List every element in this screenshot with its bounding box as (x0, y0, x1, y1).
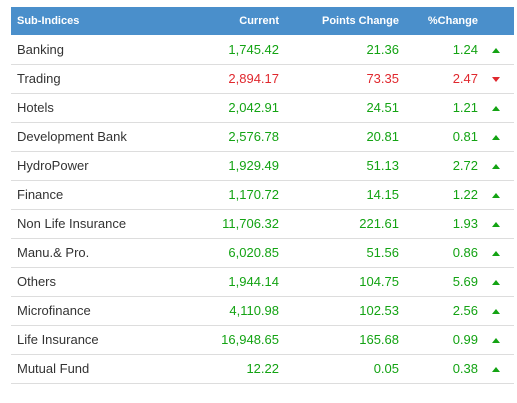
arrow-up-icon (492, 280, 500, 286)
pct-change-value: 0.81 (452, 129, 478, 144)
table-row[interactable]: Microfinance 4,110.98 102.53 2.56 (11, 296, 514, 325)
sub-index-name[interactable]: Hotels (17, 100, 54, 115)
sub-index-name[interactable]: Manu.& Pro. (17, 245, 90, 260)
current-value: 2,894.17 (228, 71, 279, 86)
sub-index-name[interactable]: Others (17, 274, 57, 289)
table-row[interactable]: Trading 2,894.17 73.35 2.47 (11, 64, 514, 93)
arrow-up-icon (492, 251, 500, 257)
trend-cell (478, 354, 514, 383)
sub-index-name[interactable]: Life Insurance (17, 332, 99, 347)
points-change-value: 14.15 (366, 187, 399, 202)
header-sub-indices[interactable]: Sub-Indices (17, 15, 80, 27)
pct-change-value: 0.99 (452, 332, 478, 347)
table-body: Banking 1,745.42 21.36 1.24 Trading 2,894.17 7… (11, 35, 514, 383)
points-change-value: 20.81 (366, 129, 399, 144)
current-value: 16,948.65 (221, 332, 279, 347)
arrow-up-icon (492, 222, 500, 228)
current-value: 12.22 (246, 361, 279, 376)
table-header-row: Sub-Indices Current Points Change %Chang… (11, 7, 514, 35)
header-current[interactable]: Current (239, 15, 279, 27)
arrow-up-icon (492, 135, 500, 141)
table-row[interactable]: Development Bank 2,576.78 20.81 0.81 (11, 122, 514, 151)
arrow-up-icon (492, 309, 500, 315)
trend-cell (478, 35, 514, 64)
points-change-value: 104.75 (359, 274, 399, 289)
header-pct-change[interactable]: %Change (427, 15, 478, 27)
trend-cell (478, 267, 514, 296)
points-change-value: 21.36 (366, 41, 399, 57)
header-points-change[interactable]: Points Change (321, 15, 399, 27)
sub-indices-panel: Sub-Indices Current Points Change %Chang… (11, 7, 514, 384)
trend-cell (478, 238, 514, 267)
pct-change-value: 2.56 (452, 303, 478, 318)
table-row[interactable]: Others 1,944.14 104.75 5.69 (11, 267, 514, 296)
pct-change-value: 0.86 (452, 245, 478, 260)
arrow-up-icon (492, 47, 500, 53)
trend-cell (478, 296, 514, 325)
current-value: 1,170.72 (228, 187, 279, 202)
pct-change-value: 2.47 (452, 71, 478, 86)
trend-cell (478, 180, 514, 209)
current-value: 6,020.85 (228, 245, 279, 260)
arrow-up-icon (492, 367, 500, 373)
points-change-value: 165.68 (359, 332, 399, 347)
pct-change-value: 1.21 (452, 100, 478, 115)
current-value: 1,745.42 (228, 41, 279, 57)
trend-cell (478, 151, 514, 180)
arrow-down-icon (492, 77, 500, 83)
table-row[interactable]: Banking 1,745.42 21.36 1.24 (11, 35, 514, 64)
sub-index-name[interactable]: Mutual Fund (17, 361, 90, 376)
pct-change-value: 5.69 (452, 274, 478, 289)
current-value: 2,042.91 (228, 100, 279, 115)
points-change-value: 73.35 (366, 71, 399, 86)
trend-cell (478, 93, 514, 122)
pct-change-value: 1.93 (452, 216, 478, 231)
current-value: 1,944.14 (228, 274, 279, 289)
sub-index-name[interactable]: Banking (17, 41, 64, 57)
points-change-value: 51.13 (366, 158, 399, 173)
trend-cell (478, 325, 514, 354)
pct-change-value: 2.72 (452, 158, 478, 173)
points-change-value: 221.61 (359, 216, 399, 231)
table-row[interactable]: Finance 1,170.72 14.15 1.22 (11, 180, 514, 209)
points-change-value: 24.51 (366, 100, 399, 115)
sub-index-name[interactable]: Non Life Insurance (17, 216, 127, 231)
sub-index-name[interactable]: HydroPower (17, 158, 89, 173)
current-value: 2,576.78 (228, 129, 279, 144)
table-row[interactable]: Mutual Fund 12.22 0.05 0.38 (11, 354, 514, 383)
trend-cell (478, 64, 514, 93)
current-value: 4,110.98 (229, 303, 279, 318)
sub-index-name[interactable]: Microfinance (17, 303, 91, 318)
sub-index-name[interactable]: Finance (17, 187, 64, 202)
arrow-up-icon (492, 338, 500, 344)
current-value: 1,929.49 (228, 158, 279, 173)
sub-index-name[interactable]: Trading (17, 71, 61, 86)
trend-cell (478, 209, 514, 238)
table-row[interactable]: Non Life Insurance 11,706.32 221.61 1.93 (11, 209, 514, 238)
table-row[interactable]: Manu.& Pro. 6,020.85 51.56 0.86 (11, 238, 514, 267)
sub-index-name[interactable]: Development Bank (17, 129, 127, 144)
points-change-value: 102.53 (359, 303, 399, 318)
points-change-value: 51.56 (366, 245, 399, 260)
arrow-up-icon (492, 164, 500, 170)
pct-change-value: 1.22 (452, 187, 478, 202)
arrow-up-icon (492, 106, 500, 112)
table-row[interactable]: Life Insurance 16,948.65 165.68 0.99 (11, 325, 514, 354)
header-trend (478, 7, 514, 35)
current-value: 11,706.32 (222, 216, 279, 231)
pct-change-value: 0.38 (452, 361, 478, 376)
table-row[interactable]: HydroPower 1,929.49 51.13 2.72 (11, 151, 514, 180)
table-row[interactable]: Hotels 2,042.91 24.51 1.21 (11, 93, 514, 122)
trend-cell (478, 122, 514, 151)
pct-change-value: 1.24 (452, 41, 478, 57)
arrow-up-icon (492, 193, 500, 199)
sub-indices-table: Sub-Indices Current Points Change %Chang… (11, 7, 514, 384)
points-change-value: 0.05 (373, 361, 399, 376)
